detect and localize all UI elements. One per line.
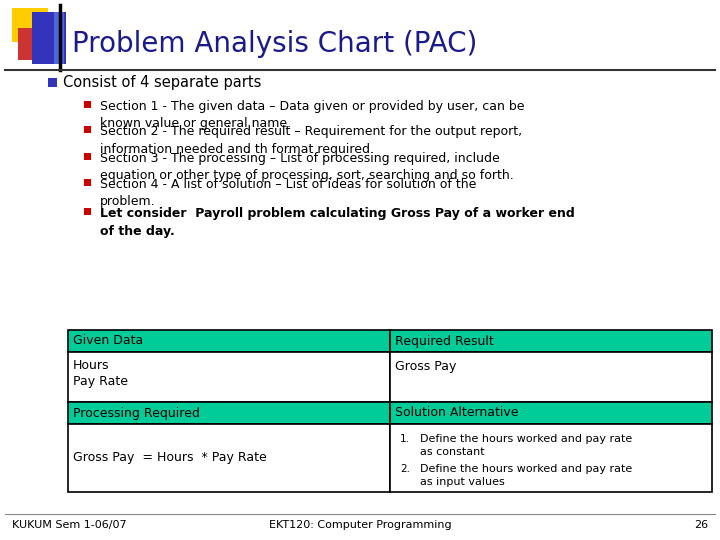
Bar: [32, 12, 66, 64]
Bar: [48, 78, 57, 87]
Text: Required Result: Required Result: [395, 334, 494, 348]
Bar: [390, 352, 712, 402]
Text: Define the hours worked and pay rate
as input values: Define the hours worked and pay rate as …: [420, 464, 632, 487]
Bar: [84, 153, 91, 160]
Bar: [84, 179, 91, 186]
Bar: [68, 424, 390, 492]
Text: Problem Analysis Chart (PAC): Problem Analysis Chart (PAC): [72, 30, 477, 58]
Text: Solution Alternative: Solution Alternative: [395, 407, 518, 420]
Bar: [84, 126, 91, 133]
Text: Section 1 - The given data – Data given or provided by user, can be
known value : Section 1 - The given data – Data given …: [100, 100, 524, 131]
Bar: [54, 12, 64, 64]
Text: Let consider  Payroll problem calculating Gross Pay of a worker end
of the day.: Let consider Payroll problem calculating…: [100, 207, 575, 238]
Text: EKT120: Computer Programming: EKT120: Computer Programming: [269, 520, 451, 530]
Text: Gross Pay: Gross Pay: [395, 360, 456, 373]
Text: 26: 26: [694, 520, 708, 530]
Text: 1.: 1.: [400, 434, 410, 444]
Text: Define the hours worked and pay rate
as constant: Define the hours worked and pay rate as …: [420, 434, 632, 457]
Text: Section 3 - The processing – List of processing required, include
equation or ot: Section 3 - The processing – List of pro…: [100, 152, 514, 183]
Bar: [18, 28, 52, 60]
Text: KUKUM Sem 1-06/07: KUKUM Sem 1-06/07: [12, 520, 127, 530]
Bar: [390, 402, 712, 424]
Bar: [84, 101, 91, 108]
Text: Pay Rate: Pay Rate: [73, 375, 128, 388]
Text: Section 4 - A list of solution – List of ideas for solution of the
problem.: Section 4 - A list of solution – List of…: [100, 178, 477, 208]
Text: 2.: 2.: [400, 464, 410, 474]
Bar: [390, 424, 712, 492]
Text: Processing Required: Processing Required: [73, 407, 200, 420]
Bar: [68, 402, 390, 424]
Text: Gross Pay  = Hours  * Pay Rate: Gross Pay = Hours * Pay Rate: [73, 451, 266, 464]
Bar: [68, 330, 390, 352]
Bar: [84, 208, 91, 215]
Bar: [12, 8, 48, 42]
Text: Hours: Hours: [73, 359, 109, 372]
Text: Section 2 - The required result – Requirement for the output report,
information: Section 2 - The required result – Requir…: [100, 125, 522, 156]
Text: Consist of 4 separate parts: Consist of 4 separate parts: [63, 76, 261, 91]
Bar: [68, 352, 390, 402]
Bar: [390, 330, 712, 352]
Text: Given Data: Given Data: [73, 334, 143, 348]
